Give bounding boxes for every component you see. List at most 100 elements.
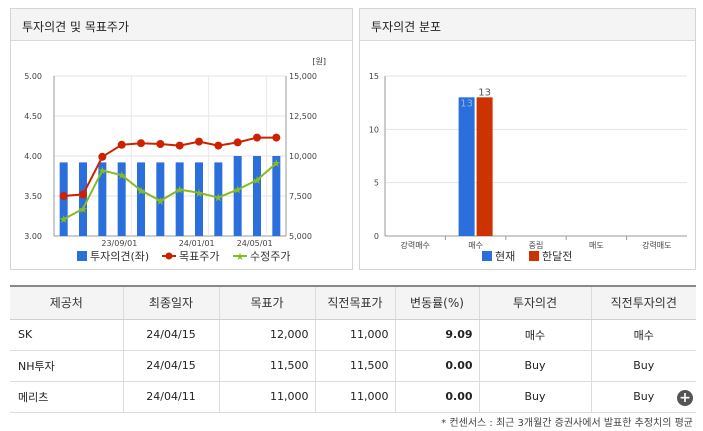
adjusted-price-point: ★ (59, 213, 69, 226)
cell-change: 0.00 (394, 381, 479, 413)
y-left-tick-label: 5.00 (24, 72, 42, 81)
y-right-tick-label: 5,000 (289, 232, 312, 241)
table-row: NH투자 24/04/15 11,500 11,500 0.00 Buy Buy (10, 350, 696, 382)
target-price-point (175, 141, 184, 150)
cell-change: 0.00 (394, 350, 479, 382)
x-tick-label: 24/01/01 (179, 239, 215, 248)
cell-target: 12,000 (218, 319, 315, 351)
cell-prev-target: 11,500 (314, 350, 395, 382)
table-row: SK 24/04/15 12,000 11,000 9.09 매수 매수 (10, 319, 696, 351)
x-tick-label: 강력매수 (400, 240, 429, 250)
col-header-change: 변동률(%) (394, 285, 479, 320)
cell-date: 24/04/15 (122, 319, 219, 351)
panel-title: 투자의견 및 목표주가 (22, 20, 129, 34)
table-header-row: 제공처 최종일자 목표가 직전목표가 변동률(%) 투자의견 직전투자의견 (10, 285, 696, 320)
opinion-bar (137, 162, 145, 236)
legend-label-target: 목표주가 (179, 250, 219, 263)
x-tick-label: 24/05/01 (237, 239, 273, 248)
y-left-tick-label: 4.00 (24, 152, 42, 161)
panel-title: 투자의견 분포 (371, 20, 442, 34)
target-price-point (59, 192, 68, 200)
col-header-target: 목표가 (218, 285, 315, 320)
cell-prev-opinion: 매수 (590, 319, 696, 351)
x-tick-label: 23/09/01 (101, 239, 137, 248)
legend-swatch-current (482, 251, 492, 261)
legend-label-adjusted: 수정주가 (250, 250, 290, 263)
target-price-point (98, 152, 107, 161)
y-right-tick-label: 15,000 (289, 72, 317, 81)
table-row: 메리츠 24/04/11 11,000 11,000 0.00 Buy Buy (10, 381, 696, 413)
opinion-bar (253, 156, 261, 236)
legend-label-month-ago: 한달전 (542, 250, 572, 263)
col-header-prev-target: 직전목표가 (314, 285, 395, 320)
opinion-distribution-panel: 투자의견 분포 0 5 10 15 강력매수 매수 13 13 중립 매도 강력매도 현재 한달전 (359, 8, 696, 270)
target-price-point (156, 140, 165, 148)
adjusted-price-point: ★ (136, 184, 146, 197)
target-price-point (79, 190, 87, 199)
cell-provider: 메리츠 (10, 381, 123, 413)
cell-date: 24/04/15 (122, 350, 219, 382)
adjusted-price-point: ★ (213, 192, 223, 205)
consensus-footnote: * 컨센서스 : 최근 3개월간 증권사에서 발표한 추정치의 평균 (441, 418, 693, 429)
y-tick-label: 15 (369, 72, 379, 81)
opinion-bar (175, 162, 184, 236)
cell-prev-target: 11,000 (314, 319, 395, 351)
unit-label: [원] (312, 57, 326, 66)
more-plus-icon[interactable]: + (677, 390, 693, 406)
legend-swatch-opinion (77, 251, 87, 261)
cell-change: 9.09 (394, 319, 479, 351)
legend-marker-target (165, 252, 173, 260)
col-header-opinion: 투자의견 (478, 285, 591, 320)
cell-target: 11,500 (218, 350, 315, 382)
bar-data-label: 13 (460, 98, 473, 109)
cell-opinion: Buy (478, 381, 591, 413)
y-right-tick-label: 12,500 (289, 112, 317, 121)
target-price-point (195, 137, 203, 146)
adjusted-price-point: ★ (155, 195, 165, 208)
bar-data-label: 13 (478, 87, 491, 98)
adjusted-price-point: ★ (271, 157, 281, 170)
cell-provider: SK (10, 319, 123, 351)
opinion-target-panel: 투자의견 및 목표주가 [원] 3.00 5,000 3.50 7,500 4.00 10,… (10, 8, 353, 270)
y-left-tick-label: 3.50 (24, 192, 42, 201)
target-price-point (233, 138, 242, 147)
adjusted-price-point: ★ (175, 184, 185, 197)
opinion-bar (214, 162, 223, 236)
adjusted-price-line (63, 162, 277, 221)
adjusted-price-point: ★ (117, 169, 127, 182)
y-left-tick-label: 4.50 (24, 112, 42, 121)
cell-prev-opinion: Buy (590, 350, 696, 382)
opinion-bar (79, 162, 87, 236)
opinion-target-chart: [원] 3.00 5,000 3.50 7,500 4.00 10,000 4.50 12,50… (24, 57, 326, 263)
opinion-bar (117, 162, 126, 236)
target-price-point (214, 141, 223, 150)
cell-opinion: Buy (478, 350, 591, 382)
opinion-bar (233, 156, 242, 236)
cell-opinion: 매수 (478, 319, 591, 351)
legend-label-current: 현재 (495, 250, 515, 263)
y-left-tick-label: 3.00 (24, 232, 42, 241)
adjusted-price-point: ★ (78, 203, 88, 216)
col-header-provider: 제공처 (10, 285, 123, 320)
current-bar (458, 97, 475, 236)
opinion-bar (98, 162, 107, 236)
target-price-point (137, 139, 145, 148)
x-tick-label: 매도 (589, 241, 604, 250)
adjusted-price-point: ★ (233, 184, 243, 197)
x-tick-label: 중립 (529, 241, 544, 250)
opinion-bar (156, 162, 165, 236)
target-price-point (117, 140, 126, 149)
col-header-date: 최종일자 (122, 285, 219, 320)
consensus-table: 제공처 최종일자 목표가 직전목표가 변동률(%) 투자의견 직전투자의견 SK… (10, 285, 696, 413)
y-tick-label: 10 (369, 125, 379, 134)
legend-marker-adjusted: ★ (236, 252, 245, 263)
cell-date: 24/04/11 (122, 381, 219, 413)
opinion-bar (272, 156, 281, 236)
x-tick-label: 매수 (468, 241, 483, 250)
opinion-bar (195, 162, 203, 236)
y-right-tick-label: 10,000 (289, 152, 317, 161)
cell-prev-target: 11,000 (314, 381, 395, 413)
panel-header: 투자의견 및 목표주가 (11, 9, 352, 41)
target-price-point (272, 133, 281, 142)
